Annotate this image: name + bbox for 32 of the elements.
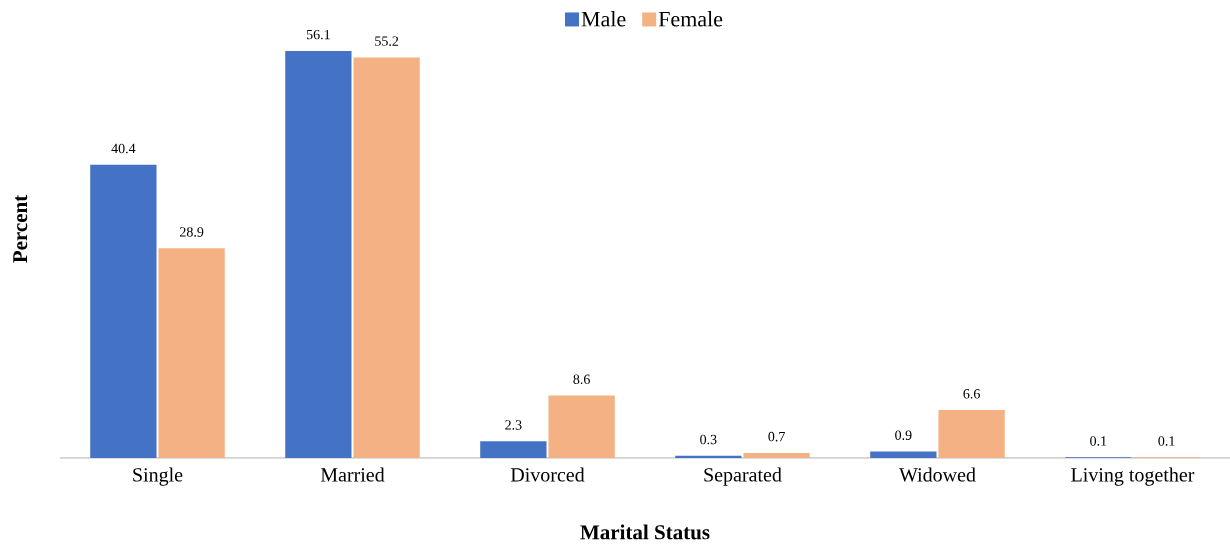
data-label: 55.2 (375, 36, 399, 46)
data-label: 8.6 (573, 374, 590, 385)
x-tick-label: Married (320, 467, 385, 482)
x-tick-label: Divorced (510, 467, 585, 482)
data-label: 6.6 (963, 389, 980, 399)
bar (938, 410, 1005, 458)
data-label: 0.1 (1158, 436, 1175, 446)
legend-label: Male (581, 11, 626, 27)
x-tick-label: Widowed (899, 467, 976, 482)
bar (285, 50, 352, 458)
bar (90, 164, 157, 458)
data-label: 56.1 (306, 29, 330, 40)
x-tick-label: Separated (704, 467, 782, 486)
bar (548, 395, 615, 458)
data-label: 0.1 (1090, 436, 1107, 446)
data-label: 0.3 (700, 434, 717, 445)
data-label: 0.7 (768, 431, 785, 442)
bar (675, 455, 742, 458)
x-axis-title: Marital Status (580, 524, 710, 540)
bar (353, 57, 420, 458)
data-label: 0.9 (895, 430, 912, 440)
data-label: 40.4 (111, 143, 136, 154)
x-tick-label: Single (133, 467, 183, 486)
data-label: 2.3 (505, 420, 522, 430)
x-tick-label: Living together (1071, 467, 1195, 486)
legend-label: Female (658, 11, 723, 27)
y-axis-title: Percent (13, 194, 28, 263)
bar (158, 248, 225, 458)
bar (480, 441, 547, 458)
bar (870, 451, 937, 458)
data-label: 28.9 (179, 227, 204, 237)
bar (743, 452, 810, 458)
